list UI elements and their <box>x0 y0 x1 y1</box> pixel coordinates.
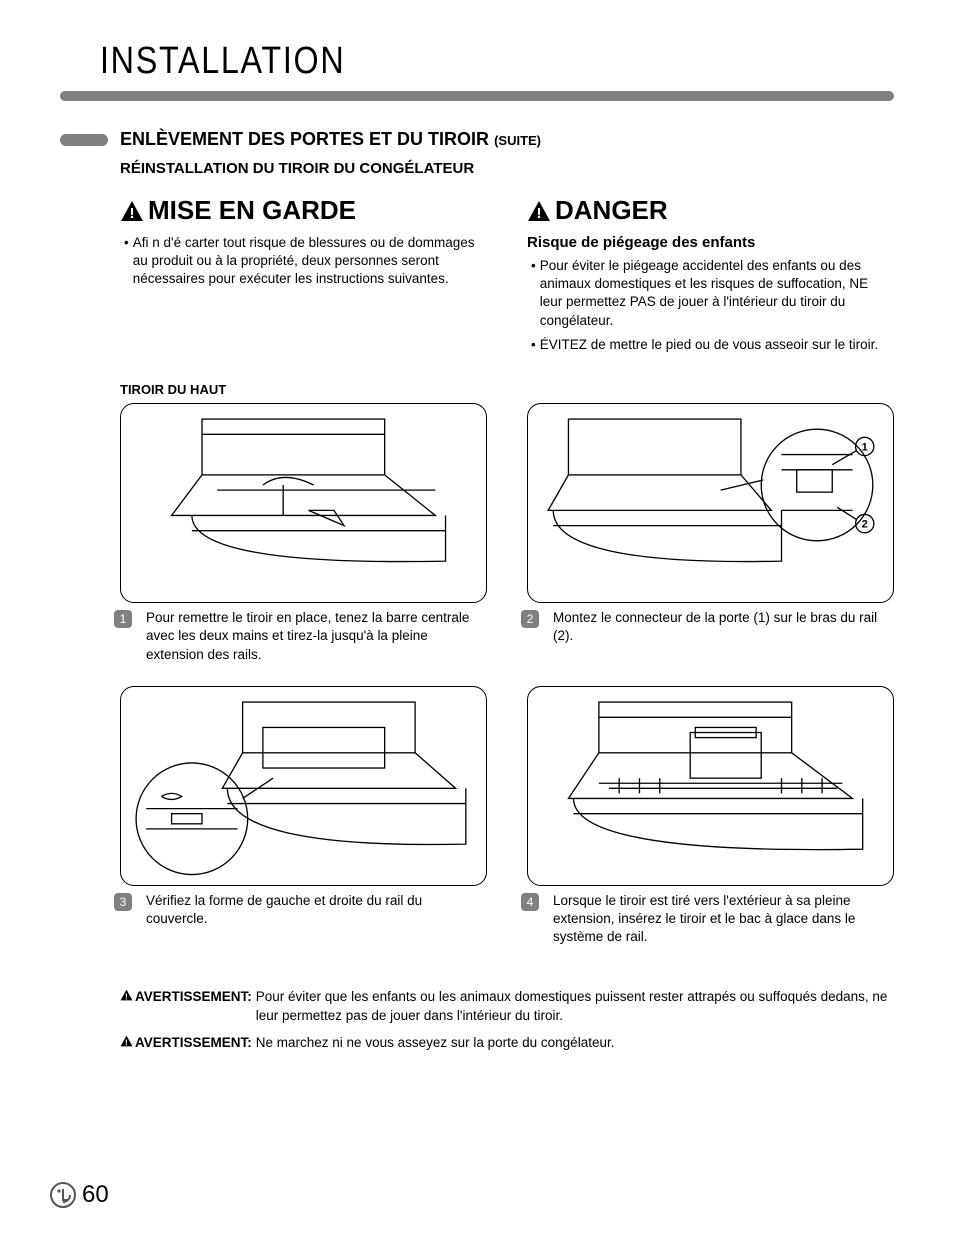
figure-4-illustration <box>527 686 894 886</box>
figure-grid: 1 Pour remettre le tiroir en place, tene… <box>120 403 894 946</box>
warning-label-text: AVERTISSEMENT: <box>135 988 252 1007</box>
caution-item-text: Afi n d'é carter tout risque de blessure… <box>133 234 487 289</box>
figure-3-caption: 3 Vérifiez la forme de gauche et droite … <box>120 892 487 928</box>
figure-1-caption: 1 Pour remettre le tiroir en place, tene… <box>120 609 487 664</box>
warning-line: ! AVERTISSEMENT: Pour éviter que les enf… <box>120 988 894 1026</box>
title-divider <box>60 91 894 101</box>
figure-2-illustration: 1 2 <box>527 403 894 603</box>
caution-column: ! MISE EN GARDE • Afi n d'é carter tout … <box>120 195 487 360</box>
warning-line: ! AVERTISSEMENT: Ne marchez ni ne vous a… <box>120 1034 894 1053</box>
warning-columns: ! MISE EN GARDE • Afi n d'é carter tout … <box>120 195 894 360</box>
page-number: 60 <box>82 1181 109 1209</box>
section-bullet <box>60 134 108 146</box>
page-footer: 60 <box>50 1181 109 1209</box>
page-title: INSTALLATION <box>100 40 775 83</box>
danger-subhead: Risque de piégeage des enfants <box>527 234 894 251</box>
subsection-heading: RÉINSTALLATION DU TIROIR DU CONGÉLATEUR <box>120 160 894 177</box>
svg-text:!: ! <box>125 1038 128 1048</box>
section-heading-text: ENLÈVEMENT DES PORTES ET DU TIROIR <box>120 129 489 149</box>
danger-item-text: Pour éviter le piégeage accidentel des e… <box>540 257 894 330</box>
figure-2: 1 2 2 Montez le connecteur de la porte (… <box>527 403 894 664</box>
danger-item-text: ÉVITEZ de mettre le pied ou de vous asse… <box>540 336 878 354</box>
danger-column: ! DANGER Risque de piégeage des enfants … <box>527 195 894 360</box>
figure-1-text: Pour remettre le tiroir en place, tenez … <box>146 609 487 664</box>
step-badge: 1 <box>114 610 132 628</box>
drawer-label: TIROIR DU HAUT <box>120 382 894 397</box>
callout-2: 2 <box>862 519 868 531</box>
svg-text:!: ! <box>130 205 135 222</box>
bullet-dot: • <box>531 336 536 354</box>
figure-4-text: Lorsque le tiroir est tiré vers l'extéri… <box>553 892 894 947</box>
bullet-dot: • <box>531 257 536 330</box>
step-badge: 3 <box>114 893 132 911</box>
caution-heading: ! MISE EN GARDE <box>120 195 487 226</box>
warning-icon: ! <box>120 989 133 1001</box>
section-suite: (SUITE) <box>494 133 541 148</box>
warning-text: Ne marchez ni ne vous asseyez sur la por… <box>256 1034 615 1053</box>
warning-icon: ! <box>527 200 551 222</box>
svg-text:!: ! <box>125 992 128 1002</box>
section-row: ENLÈVEMENT DES PORTES ET DU TIROIR (SUIT… <box>60 129 894 150</box>
figure-3-illustration <box>120 686 487 886</box>
caution-heading-text: MISE EN GARDE <box>148 195 356 226</box>
figure-3: 3 Vérifiez la forme de gauche et droite … <box>120 686 487 947</box>
danger-heading-text: DANGER <box>555 195 668 226</box>
bottom-warnings: ! AVERTISSEMENT: Pour éviter que les enf… <box>120 988 894 1053</box>
warning-label: ! AVERTISSEMENT: <box>120 1034 252 1053</box>
svg-text:!: ! <box>537 205 542 222</box>
warning-icon: ! <box>120 200 144 222</box>
lg-logo-icon <box>50 1182 76 1208</box>
bullet-dot: • <box>124 234 129 289</box>
figure-4-caption: 4 Lorsque le tiroir est tiré vers l'exté… <box>527 892 894 947</box>
figure-4: 4 Lorsque le tiroir est tiré vers l'exté… <box>527 686 894 947</box>
danger-heading: ! DANGER <box>527 195 894 226</box>
figure-1: 1 Pour remettre le tiroir en place, tene… <box>120 403 487 664</box>
callout-1: 1 <box>862 442 868 454</box>
warning-icon: ! <box>120 1035 133 1047</box>
figure-1-illustration <box>120 403 487 603</box>
danger-item: • Pour éviter le piégeage accidentel des… <box>527 257 894 330</box>
figure-3-text: Vérifiez la forme de gauche et droite du… <box>146 892 487 928</box>
step-badge: 2 <box>521 610 539 628</box>
step-badge: 4 <box>521 893 539 911</box>
warning-label-text: AVERTISSEMENT: <box>135 1034 252 1053</box>
danger-item: • ÉVITEZ de mettre le pied ou de vous as… <box>527 336 894 354</box>
warning-text: Pour éviter que les enfants ou les anima… <box>256 988 894 1026</box>
caution-item: • Afi n d'é carter tout risque de blessu… <box>120 234 487 289</box>
warning-label: ! AVERTISSEMENT: <box>120 988 252 1026</box>
figure-2-text: Montez le connecteur de la porte (1) sur… <box>553 609 894 645</box>
figure-2-caption: 2 Montez le connecteur de la porte (1) s… <box>527 609 894 645</box>
section-heading: ENLÈVEMENT DES PORTES ET DU TIROIR (SUIT… <box>120 129 541 150</box>
